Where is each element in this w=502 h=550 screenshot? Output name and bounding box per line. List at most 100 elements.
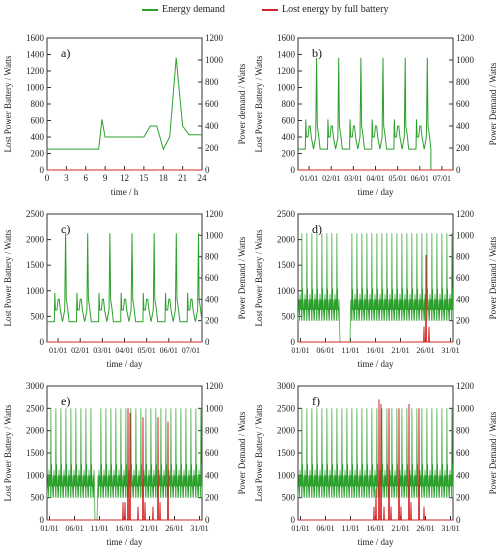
chart-c-ytick-right-label: 600: [205, 273, 219, 283]
chart-c-ylabel-left: Lost Power Battery / Watts: [3, 229, 13, 327]
chart-f-xtick-label: 06/01: [316, 524, 334, 533]
chart-e-ytick-left-label: 3000: [26, 381, 45, 391]
chart-b-ytick-left-label: 0: [291, 165, 296, 175]
chart-a-ytick-left-label: 1600: [26, 33, 45, 43]
chart-d-xtick-label: 06/01: [316, 346, 334, 355]
chart-c-ylabel-right: Power Demand / Watts: [237, 236, 247, 319]
chart-a-ytick-right-label: 400: [205, 121, 219, 131]
chart-a-ytick-right-label: 200: [205, 143, 219, 153]
chart-c-ytick-left-label: 500: [31, 311, 45, 321]
chart-d-xtick-label: 16/01: [366, 346, 384, 355]
chart-f-ytick-left-label: 2500: [277, 403, 296, 413]
legend-item-energy-demand: Energy demand: [142, 4, 225, 15]
chart-d-series-demand-line: [297, 233, 454, 343]
chart-a-xtick-label: 18: [159, 173, 169, 183]
chart-e-ytick-left-label: 1500: [26, 448, 45, 458]
chart-a-ytick-left-label: 200: [31, 149, 45, 159]
chart-c-xtick-label: 02/01: [71, 346, 89, 355]
chart-e-panel-label: e): [61, 394, 70, 408]
chart-d-ytick-right-label: 600: [456, 273, 470, 283]
chart-b-panel-label: b): [312, 46, 322, 60]
chart-e-ytick-left-label: 1000: [26, 470, 45, 480]
legend-item-lost-energy: Lost energy by full battery: [262, 4, 388, 15]
chart-b-series-demand-line: [298, 57, 453, 171]
chart-b-ytick-right-label: 800: [456, 77, 470, 87]
chart-panel-b: 0 200 400 600 800 1000 1200 1400 1600 0 200 400 600 8…: [254, 33, 498, 197]
chart-a-xtick-label: 24: [198, 173, 208, 183]
legend-swatch-energy-demand: [142, 8, 158, 11]
legend-label-lost-energy: Lost energy by full battery: [282, 4, 389, 15]
chart-d-panel-label: d): [312, 222, 322, 236]
chart-c-ytick-left-label: 2000: [26, 235, 45, 245]
chart-d-ylabel-left: Lost Power Battery / Watts: [254, 229, 264, 327]
chart-f-xlabel: time / day: [358, 537, 394, 547]
chart-d-ytick-left-label: 1500: [277, 260, 296, 270]
legend-label-energy-demand: Energy demand: [162, 4, 225, 15]
chart-b-xtick-label: 07/01: [433, 174, 451, 183]
chart-d-ytick-right-label: 800: [456, 252, 470, 262]
chart-e-ytick-right-label: 1200: [205, 381, 224, 391]
chart-b-ytick-right-label: 400: [456, 121, 470, 131]
chart-c-ytick-left-label: 1500: [26, 260, 45, 270]
chart-c-ytick-right-label: 1000: [205, 230, 224, 240]
chart-c-xtick-label: 04/01: [115, 346, 133, 355]
chart-a-ytick-left-label: 800: [31, 99, 45, 109]
chart-b-ytick-right-label: 600: [456, 99, 470, 109]
chart-d-xtick-label: 01/01: [291, 346, 309, 355]
chart-a-ytick-left-label: 400: [31, 132, 45, 142]
chart-d-ytick-left-label: 500: [282, 311, 296, 321]
chart-f-series-demand-line: [297, 408, 454, 498]
chart-b-xtick-label: 03/01: [344, 174, 362, 183]
chart-d-ytick-left-label: 2500: [277, 209, 296, 219]
legend-swatch-lost-energy: [262, 8, 278, 11]
chart-d-xtick-label: 31/01: [441, 346, 459, 355]
chart-a-ytick-left-label: 1200: [26, 66, 45, 76]
chart-e-ytick-left-label: 0: [40, 515, 45, 525]
chart-c-xtick-label: 03/01: [93, 346, 111, 355]
chart-e-series-lost-line: [47, 408, 202, 521]
chart-c-ytick-right-label: 0: [205, 337, 210, 347]
chart-f-xtick-label: 01/01: [291, 524, 309, 533]
chart-a-xtick-label: 15: [139, 173, 149, 183]
chart-a-ytick-right-label: 0: [205, 165, 210, 175]
chart-e-ylabel-left: Lost Power Battery / Watts: [3, 404, 13, 502]
chart-a-xlabel: time / h: [111, 187, 139, 197]
chart-e-ytick-right-label: 1000: [205, 403, 224, 413]
chart-f-ytick-left-label: 3000: [277, 381, 296, 391]
chart-c-ytick-right-label: 200: [205, 316, 219, 326]
chart-d-xtick-label: 11/01: [342, 346, 360, 355]
chart-b-ytick-left-label: 600: [282, 116, 296, 126]
chart-b-xlabel: time / day: [358, 187, 394, 197]
chart-c-ytick-right-label: 800: [205, 252, 219, 262]
chart-c-xtick-label: 07/01: [182, 346, 200, 355]
chart-b-xtick-label: 04/01: [366, 174, 384, 183]
chart-a-xtick-label: 0: [45, 173, 50, 183]
chart-f-ytick-left-label: 1000: [277, 470, 296, 480]
chart-f-ytick-left-label: 500: [282, 493, 296, 503]
chart-a-ytick-right-label: 1200: [205, 33, 224, 43]
chart-panel-c: 0 500 1000 1500 2000 2500 0 200 400 600 800 1000 120…: [3, 209, 247, 369]
chart-e-ytick-right-label: 200: [205, 493, 219, 503]
chart-b-ytick-left-label: 400: [282, 132, 296, 142]
chart-f-ytick-left-label: 1500: [277, 448, 296, 458]
chart-b-ytick-left-label: 800: [282, 99, 296, 109]
chart-b-ytick-left-label: 1000: [277, 83, 296, 93]
chart-a-ylabel-right: Power demand / Watts: [237, 63, 247, 144]
chart-c-xtick-label: 05/01: [138, 346, 156, 355]
chart-panel-a: 0 200 400 600 800 1000 1200 1400 1600 0 200 400 600 8…: [3, 33, 247, 197]
chart-d-xtick-label: 21/01: [391, 346, 409, 355]
chart-d-xlabel: time / day: [358, 359, 394, 369]
chart-e-xlabel: time / day: [107, 537, 143, 547]
chart-c-ytick-left-label: 0: [40, 337, 45, 347]
chart-d-ytick-right-label: 0: [456, 337, 461, 347]
chart-a-ylabel-left: Lost Power Battery / Watts: [3, 55, 13, 153]
chart-a-series-demand-line: [47, 57, 202, 151]
chart-f-ytick-right-label: 800: [456, 426, 470, 436]
chart-e-ytick-right-label: 600: [205, 448, 219, 458]
chart-f-ytick-left-label: 2000: [277, 426, 296, 436]
chart-b-xtick-label: 01/01: [300, 174, 318, 183]
chart-a-xtick-label: 21: [178, 173, 187, 183]
chart-f-ylabel-right: Power Demand / Watts: [488, 411, 498, 494]
chart-c-panel-label: c): [61, 222, 70, 236]
chart-panel-f: 0 500 1000 1500 2000 2500 3000 0 200 400 600 800 100…: [254, 381, 498, 547]
